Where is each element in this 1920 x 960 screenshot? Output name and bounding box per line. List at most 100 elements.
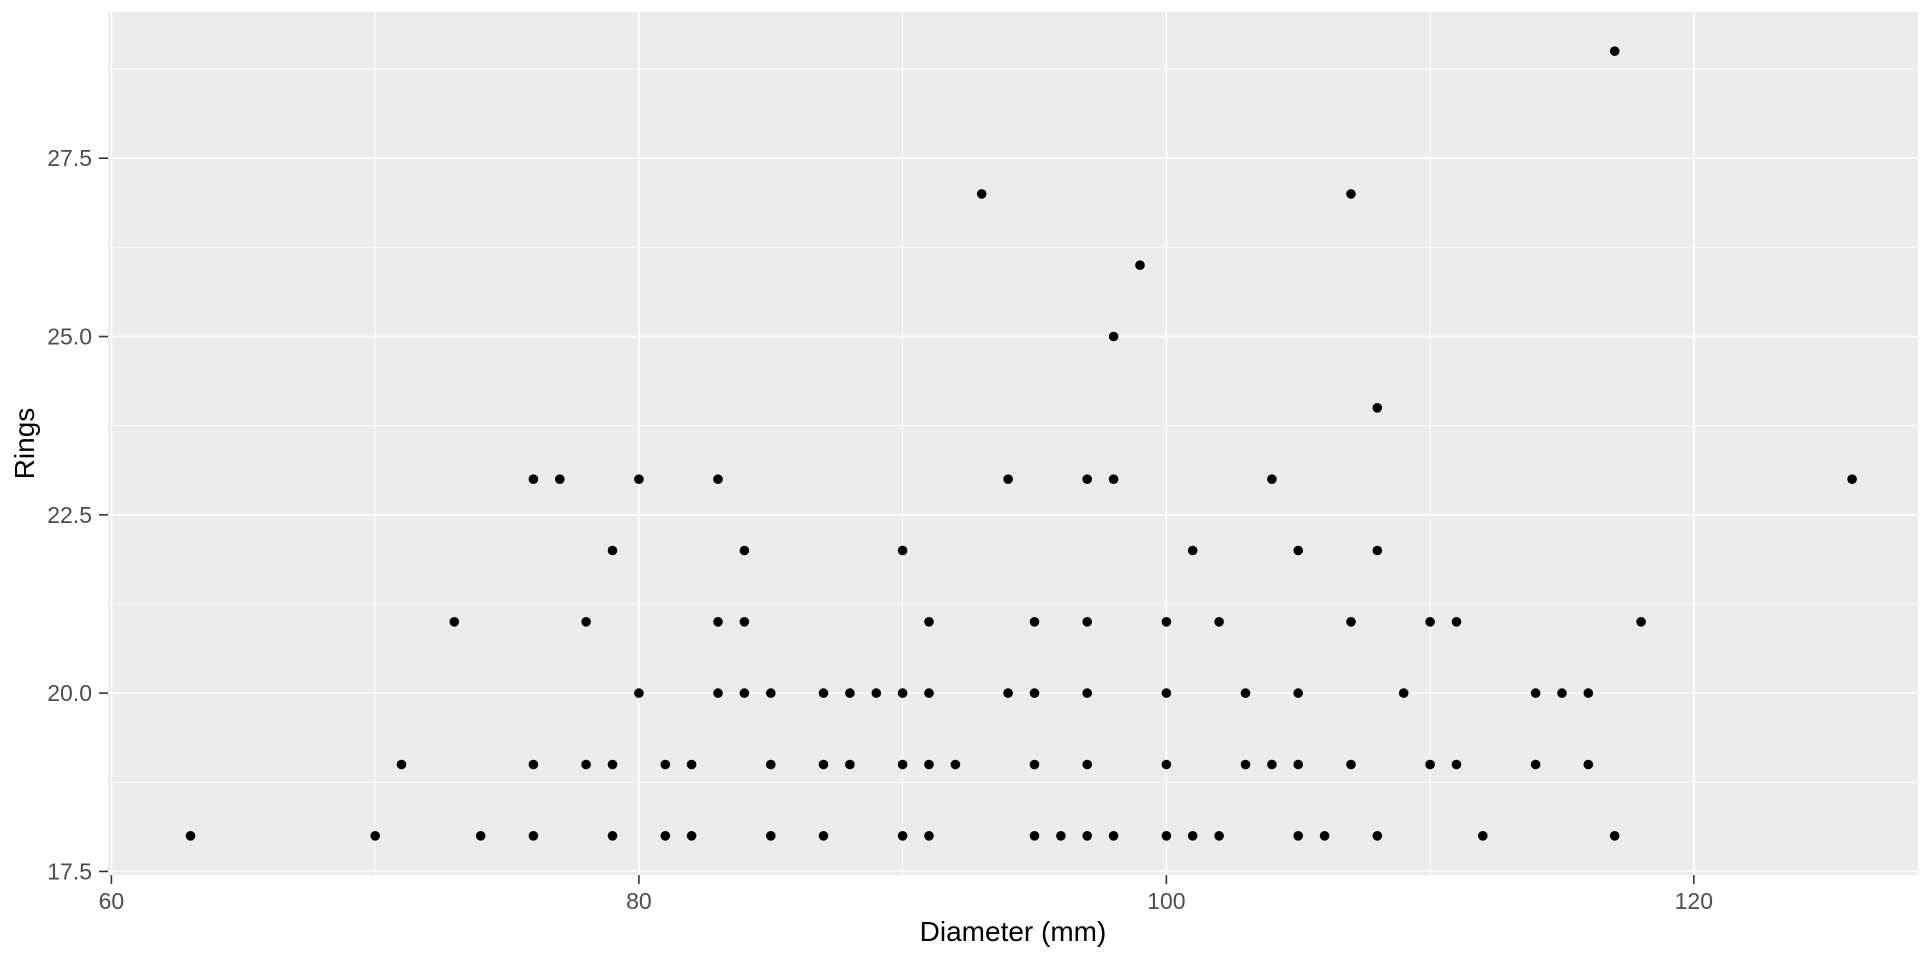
data-point: [739, 617, 750, 627]
data-point: [1082, 759, 1092, 770]
data-point: [528, 831, 539, 841]
data-point: [607, 759, 618, 770]
data-point: [1636, 617, 1646, 627]
y-axis-title: Rings: [9, 408, 40, 480]
data-point: [1583, 688, 1594, 698]
data-point: [1425, 617, 1435, 627]
data-points: [185, 46, 1857, 841]
data-point: [1003, 688, 1013, 698]
data-point: [1029, 617, 1040, 627]
data-point: [581, 617, 591, 627]
data-point: [976, 189, 987, 199]
data-point: [1609, 46, 1620, 56]
data-point: [1029, 688, 1040, 698]
data-point: [555, 474, 565, 485]
data-point: [1056, 831, 1066, 841]
data-point: [1583, 759, 1594, 770]
data-point: [1108, 831, 1119, 841]
data-point: [1609, 831, 1620, 841]
data-point: [475, 831, 486, 841]
data-point: [1847, 474, 1857, 485]
data-point: [713, 688, 723, 698]
data-point: [528, 759, 539, 770]
y-tick-label: 17.5: [47, 858, 92, 884]
data-point: [950, 759, 961, 770]
plot-panel: [108, 12, 1918, 875]
data-point: [660, 759, 671, 770]
data-point: [396, 759, 407, 770]
data-point: [1135, 260, 1145, 271]
data-point: [1293, 759, 1303, 770]
data-point: [766, 831, 776, 841]
y-tick-label: 22.5: [47, 502, 92, 528]
data-point: [1161, 688, 1172, 698]
data-point: [607, 831, 618, 841]
y-axis-tick-marks: [99, 157, 108, 873]
data-point: [1161, 759, 1172, 770]
data-point: [1187, 831, 1198, 841]
y-axis-tick-labels: 17.5 20.0 22.5 25.0 27.5: [47, 145, 92, 884]
data-point: [897, 545, 908, 556]
data-point: [1082, 688, 1092, 698]
data-point: [1530, 688, 1541, 698]
data-point: [581, 759, 591, 770]
data-point: [1451, 617, 1462, 627]
data-point: [607, 545, 618, 556]
data-point: [1319, 831, 1330, 841]
data-point: [1161, 831, 1172, 841]
data-point: [1267, 759, 1277, 770]
data-point: [1372, 831, 1383, 841]
data-point: [897, 831, 908, 841]
data-point: [634, 474, 644, 485]
data-point: [1530, 759, 1541, 770]
data-point: [1267, 474, 1277, 485]
data-point: [1293, 831, 1303, 841]
data-point: [713, 617, 723, 627]
data-point: [1398, 688, 1409, 698]
data-point: [1240, 759, 1251, 770]
data-point: [1214, 831, 1224, 841]
data-point: [1082, 617, 1092, 627]
data-point: [1346, 617, 1356, 627]
data-point: [370, 831, 381, 841]
data-point: [924, 759, 934, 770]
x-axis-tick-labels: 60 80 100 120: [99, 888, 1713, 914]
data-point: [1346, 189, 1356, 199]
data-point: [1346, 759, 1356, 770]
data-point: [1372, 403, 1383, 413]
y-tick-label: 25.0: [47, 324, 92, 350]
data-point: [1293, 688, 1303, 698]
data-point: [185, 831, 196, 841]
data-point: [1082, 474, 1092, 485]
data-point: [1187, 545, 1198, 556]
data-point: [1425, 759, 1435, 770]
data-point: [1293, 545, 1303, 556]
data-point: [1161, 617, 1172, 627]
data-point: [924, 831, 934, 841]
data-point: [1214, 617, 1224, 627]
data-point: [924, 617, 934, 627]
data-point: [924, 688, 934, 698]
data-point: [818, 831, 829, 841]
data-point: [739, 545, 750, 556]
x-axis-tick-marks: [110, 875, 1695, 884]
x-axis-title: Diameter (mm): [920, 916, 1107, 947]
data-point: [1557, 688, 1567, 698]
data-point: [1451, 759, 1462, 770]
data-point: [818, 688, 829, 698]
x-tick-label: 80: [626, 888, 652, 914]
data-point: [1478, 831, 1488, 841]
data-point: [766, 759, 776, 770]
x-tick-label: 60: [99, 888, 125, 914]
data-point: [713, 474, 723, 485]
data-point: [897, 759, 908, 770]
data-point: [1108, 474, 1119, 485]
data-point: [766, 688, 776, 698]
data-point: [449, 617, 460, 627]
data-point: [1240, 688, 1251, 698]
data-point: [1082, 831, 1092, 841]
data-point: [528, 474, 539, 485]
data-point: [739, 688, 750, 698]
data-point: [686, 831, 697, 841]
